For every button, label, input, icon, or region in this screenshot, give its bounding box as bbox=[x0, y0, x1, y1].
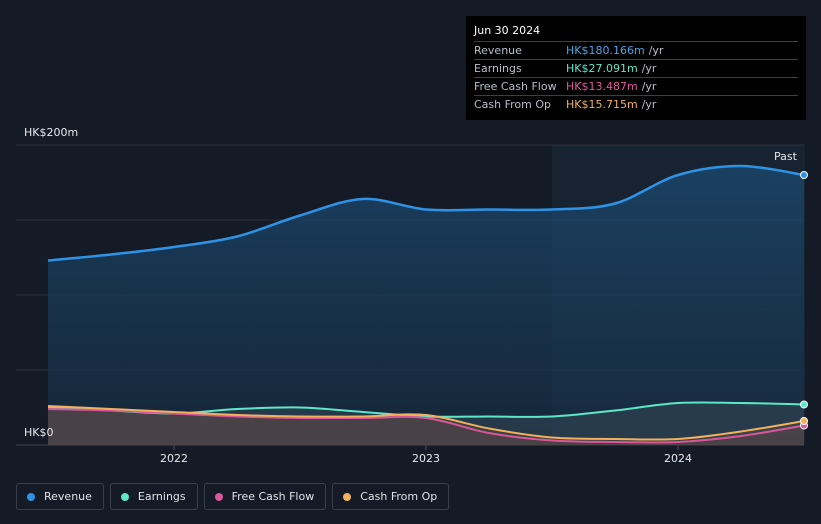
past-label: Past bbox=[774, 150, 797, 163]
tooltip-label: Free Cash Flow bbox=[474, 80, 557, 93]
tooltip-value: HK$27.091m bbox=[566, 62, 638, 75]
x-tick-label: 2022 bbox=[160, 452, 188, 465]
tooltip-label: Cash From Op bbox=[474, 98, 552, 111]
revenue-end-point bbox=[800, 171, 808, 179]
legend-item-cash-from-op[interactable]: Cash From Op bbox=[332, 483, 450, 510]
legend-label: Revenue bbox=[44, 490, 92, 503]
legend-item-earnings[interactable]: Earnings bbox=[109, 483, 198, 510]
free-cash-flow-dot-icon bbox=[214, 492, 223, 501]
tooltip-value: HK$180.166m bbox=[566, 44, 645, 57]
free-cash-flow-area bbox=[48, 409, 804, 445]
legend-label: Cash From Op bbox=[360, 490, 438, 503]
legend-label: Free Cash Flow bbox=[231, 490, 315, 503]
legend-item-revenue[interactable]: Revenue bbox=[16, 483, 104, 510]
tooltip-unit: /yr bbox=[641, 80, 657, 93]
earnings-end-point bbox=[800, 400, 808, 409]
y-axis-top-label: HK$200m bbox=[24, 126, 79, 139]
cash-from-op-dot-icon bbox=[343, 492, 352, 501]
tooltip-unit: /yr bbox=[648, 44, 664, 57]
tooltip-label: Revenue bbox=[474, 44, 522, 57]
tooltip-value: HK$13.487m bbox=[566, 80, 638, 93]
tooltip-panel: Jun 30 2024 Revenue HK$180.166m /yr Earn… bbox=[466, 16, 806, 120]
legend: Revenue Earnings Free Cash Flow Cash Fro… bbox=[16, 483, 450, 510]
legend-label: Earnings bbox=[137, 490, 186, 503]
tooltip-date: Jun 30 2024 bbox=[474, 24, 541, 37]
revenue-dot-icon bbox=[27, 492, 35, 501]
tooltip-unit: /yr bbox=[641, 62, 657, 75]
revenue-line bbox=[47, 164, 805, 262]
tooltip-label: Earnings bbox=[474, 62, 522, 75]
tooltip-row-revenue: Revenue HK$180.166m /yr bbox=[474, 41, 798, 59]
tooltip-value: HK$15.715m bbox=[566, 98, 638, 111]
cash-from-op-line bbox=[47, 405, 805, 441]
cash-from-op-end-point bbox=[800, 417, 808, 425]
tooltip-row-free-cash-flow: Free Cash Flow HK$13.487m /yr bbox=[474, 77, 798, 95]
x-tick-label: 2024 bbox=[664, 452, 692, 465]
revenue-area bbox=[48, 166, 804, 445]
x-tick-label: 2023 bbox=[412, 452, 440, 465]
earnings-dot-icon bbox=[120, 492, 129, 501]
tooltip-row-earnings: Earnings HK$27.091m /yr bbox=[474, 59, 798, 77]
free-cash-flow-line bbox=[47, 408, 805, 444]
y-axis-bottom-label: HK$0 bbox=[24, 426, 54, 439]
earnings-area bbox=[48, 402, 804, 445]
tooltip-unit: /yr bbox=[641, 98, 657, 111]
legend-item-free-cash-flow[interactable]: Free Cash Flow bbox=[203, 483, 327, 510]
tooltip-row-cash-from-op: Cash From Op HK$15.715m /yr bbox=[474, 95, 798, 113]
